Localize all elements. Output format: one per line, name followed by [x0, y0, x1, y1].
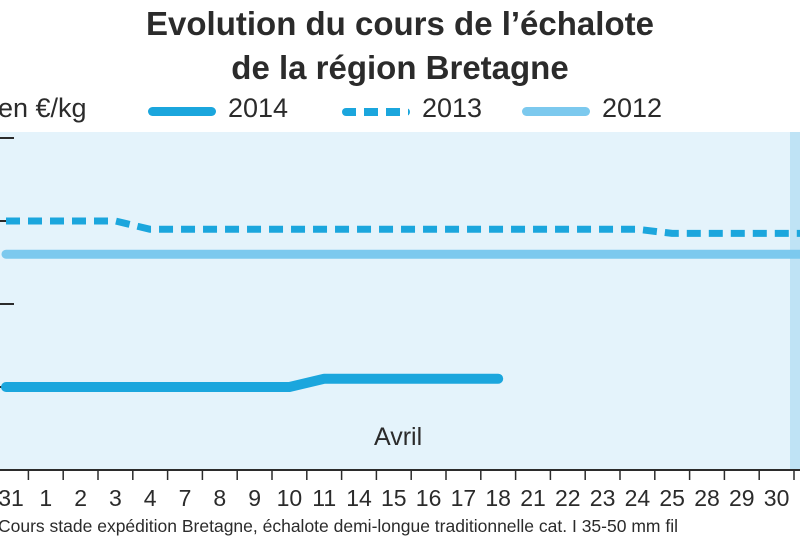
x-tick-label: 14: [346, 485, 372, 511]
x-tick-label: 2: [74, 485, 87, 511]
x-tick-label: 28: [694, 485, 720, 511]
legend-label-2012: 2012: [602, 93, 663, 123]
x-tick-label: 18: [485, 485, 511, 511]
x-tick-labels: 31 1 2 3 4 7 8 9 10 11 14 15 16 17 18 21 22 23 24 25 28 29 30: [0, 485, 789, 511]
x-tick-label: 15: [381, 485, 407, 511]
series-line-2014: [1, 373, 504, 392]
month-label: Avril: [374, 423, 423, 451]
x-tick-label: 1: [39, 485, 52, 511]
x-tick-label: 21: [520, 485, 546, 511]
title-line-1: Evolution du cours de l’échalote: [146, 5, 654, 42]
x-tick-label: 10: [277, 485, 303, 511]
x-tick-label: 7: [179, 485, 192, 511]
x-tick-label: 24: [625, 485, 651, 511]
x-tick-label: 3: [109, 485, 122, 511]
plot-area: [0, 132, 800, 470]
x-tick-label: 9: [248, 485, 261, 511]
x-tick-label: 16: [416, 485, 442, 511]
legend-swatch-2013: [342, 108, 410, 116]
x-tick-label: 22: [555, 485, 581, 511]
legend-swatch-2012: [522, 107, 590, 116]
series-line-2013: [6, 217, 800, 237]
series-layer: [1, 217, 800, 392]
x-tick-label: 8: [213, 485, 226, 511]
plot-edge-band: [790, 132, 800, 470]
x-tick-label: 30: [764, 485, 790, 511]
footnote: Cours stade expédition Bretagne, échalot…: [0, 516, 678, 536]
axis-layer: [0, 137, 800, 480]
legend-label-2014: 2014: [228, 93, 289, 123]
x-tick-label: 17: [451, 485, 477, 511]
legend-label-2013: 2013: [422, 93, 483, 123]
x-tick-label: 11: [312, 485, 336, 511]
legend-swatch-2014: [148, 107, 216, 116]
x-tick-label: 23: [590, 485, 616, 511]
x-tick-label: 25: [659, 485, 685, 511]
x-tick-label: 31: [0, 485, 24, 511]
x-tick-label: 4: [144, 485, 157, 511]
x-tick-label: 29: [729, 485, 755, 511]
title-line-2: de la région Bretagne: [231, 49, 569, 86]
y-unit-label: en €/kg: [0, 93, 87, 123]
